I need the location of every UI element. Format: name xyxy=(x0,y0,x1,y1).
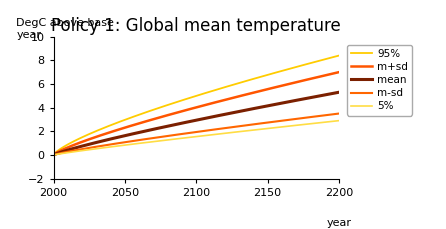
m+sd xyxy=(205,103,211,106)
m+sd xyxy=(285,83,290,86)
95% xyxy=(330,56,335,59)
95% xyxy=(51,154,56,156)
95% xyxy=(336,54,342,57)
95% xyxy=(188,96,194,99)
mean xyxy=(221,113,226,116)
95% xyxy=(186,97,192,99)
mean xyxy=(336,91,342,94)
m-sd xyxy=(285,119,290,121)
Line: 5%: 5% xyxy=(54,121,339,155)
5% xyxy=(330,120,335,123)
Legend: 95%, m+sd, mean, m-sd, 5%: 95%, m+sd, mean, m-sd, 5% xyxy=(347,45,412,115)
95% xyxy=(221,86,226,89)
m-sd xyxy=(330,113,335,116)
5% xyxy=(336,119,342,122)
m+sd xyxy=(330,72,335,75)
Line: m-sd: m-sd xyxy=(54,114,339,155)
mean xyxy=(51,154,56,156)
5% xyxy=(186,136,192,139)
m-sd xyxy=(336,112,342,115)
Line: m+sd: m+sd xyxy=(54,72,339,155)
Text: year: year xyxy=(326,218,351,228)
95% xyxy=(205,91,211,94)
m-sd xyxy=(221,127,226,130)
Line: mean: mean xyxy=(54,92,339,155)
m-sd xyxy=(186,132,192,134)
m+sd xyxy=(221,99,226,102)
5% xyxy=(188,136,194,139)
m-sd xyxy=(205,129,211,132)
m-sd xyxy=(51,154,56,156)
5% xyxy=(51,154,56,156)
m-sd xyxy=(188,131,194,134)
mean xyxy=(188,120,194,123)
95% xyxy=(285,68,290,71)
Line: 95%: 95% xyxy=(54,56,339,155)
m+sd xyxy=(51,154,56,156)
5% xyxy=(285,125,290,128)
5% xyxy=(221,132,226,135)
5% xyxy=(205,134,211,136)
Text: DegC above base
year: DegC above base year xyxy=(17,18,114,40)
mean xyxy=(285,101,290,103)
Title: Policy 1: Global mean temperature: Policy 1: Global mean temperature xyxy=(51,17,341,35)
mean xyxy=(186,120,192,123)
m+sd xyxy=(336,71,342,74)
m+sd xyxy=(186,108,192,111)
mean xyxy=(205,116,211,119)
m+sd xyxy=(188,107,194,110)
mean xyxy=(330,92,335,95)
